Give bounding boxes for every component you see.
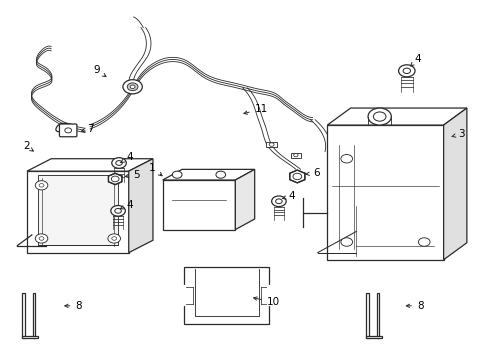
Circle shape	[271, 196, 286, 207]
Text: 7: 7	[81, 123, 94, 134]
Circle shape	[115, 208, 122, 213]
Text: 9: 9	[93, 65, 106, 77]
Circle shape	[123, 80, 142, 94]
Bar	[22, 293, 25, 338]
Polygon shape	[163, 169, 255, 180]
Polygon shape	[327, 108, 467, 125]
Bar	[33, 293, 35, 338]
Circle shape	[341, 154, 352, 163]
Circle shape	[216, 171, 225, 178]
Circle shape	[112, 158, 126, 168]
Circle shape	[418, 238, 430, 246]
Circle shape	[398, 65, 415, 77]
Polygon shape	[443, 108, 467, 260]
Polygon shape	[163, 180, 235, 230]
Circle shape	[130, 85, 135, 89]
Bar	[366, 293, 368, 338]
Circle shape	[35, 234, 48, 243]
Circle shape	[276, 199, 282, 204]
Circle shape	[111, 176, 119, 182]
Circle shape	[294, 154, 298, 157]
Text: 4: 4	[411, 54, 421, 66]
Text: 8: 8	[65, 301, 82, 311]
Circle shape	[108, 234, 121, 243]
Text: 1: 1	[149, 163, 162, 176]
Bar	[366, 336, 382, 338]
Polygon shape	[108, 173, 122, 185]
Circle shape	[172, 171, 182, 178]
Text: 4: 4	[121, 152, 133, 162]
Bar	[266, 142, 277, 147]
Text: 11: 11	[244, 104, 268, 114]
Text: 4: 4	[121, 200, 133, 210]
Text: 2: 2	[23, 141, 33, 151]
Polygon shape	[129, 159, 153, 253]
Polygon shape	[290, 170, 305, 183]
Polygon shape	[27, 171, 129, 253]
Polygon shape	[235, 169, 255, 230]
Circle shape	[35, 181, 48, 190]
Text: 3: 3	[452, 129, 465, 139]
Circle shape	[112, 237, 117, 240]
Circle shape	[373, 112, 386, 121]
Bar	[22, 336, 38, 338]
Circle shape	[39, 184, 44, 187]
Circle shape	[368, 108, 392, 125]
Circle shape	[127, 83, 138, 91]
Bar	[377, 293, 379, 338]
Circle shape	[39, 237, 44, 240]
Bar	[184, 267, 269, 324]
Text: 4: 4	[283, 191, 295, 201]
Circle shape	[65, 128, 72, 133]
Bar	[291, 153, 301, 158]
Text: 6: 6	[306, 168, 319, 178]
Text: 10: 10	[254, 297, 280, 307]
Circle shape	[341, 238, 352, 246]
Circle shape	[269, 143, 274, 146]
Circle shape	[116, 161, 122, 165]
Text: 5: 5	[125, 170, 140, 180]
Bar	[38, 175, 118, 245]
FancyBboxPatch shape	[59, 124, 77, 137]
Circle shape	[111, 206, 125, 216]
Polygon shape	[327, 125, 443, 260]
Polygon shape	[27, 159, 153, 171]
Circle shape	[293, 173, 302, 180]
Circle shape	[403, 68, 411, 73]
Text: 8: 8	[406, 301, 423, 311]
